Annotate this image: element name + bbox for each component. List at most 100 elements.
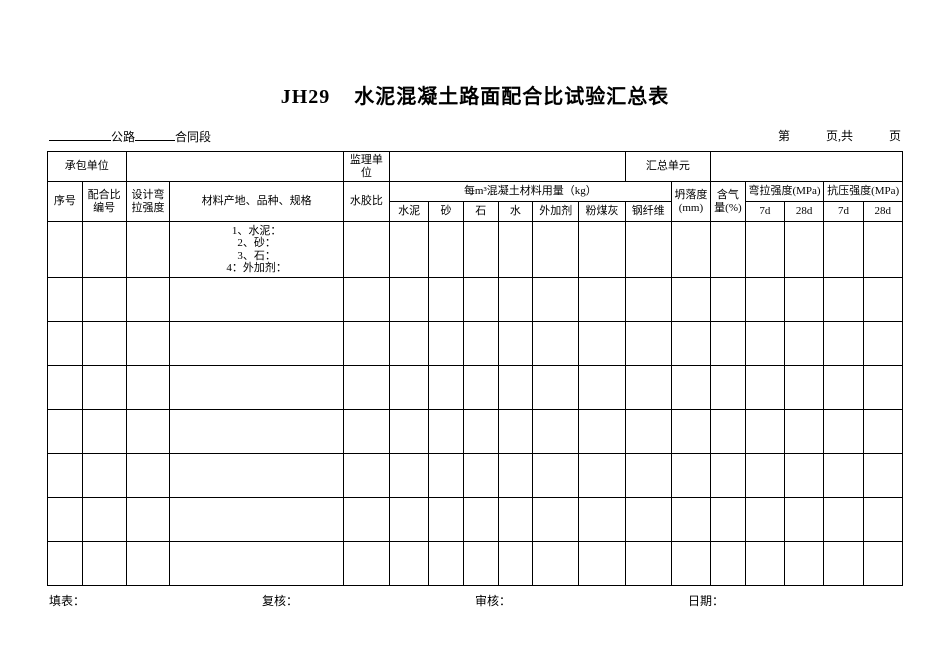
- cell: [429, 498, 464, 542]
- cell: [82, 278, 126, 322]
- cell: [48, 322, 83, 366]
- cell: [863, 222, 902, 278]
- cell: [625, 542, 671, 586]
- cell: [625, 322, 671, 366]
- meta-left: 公路 合同段: [49, 127, 211, 145]
- cell: [48, 278, 83, 322]
- cell: [82, 542, 126, 586]
- cell: [711, 542, 746, 586]
- cell: [625, 410, 671, 454]
- cell: [824, 542, 863, 586]
- page-title: JH29 水泥混凝土路面配合比试验汇总表: [47, 80, 903, 109]
- section-blank: [135, 127, 175, 141]
- summary-unit-label: 汇总单元: [625, 152, 710, 182]
- cell: [48, 366, 83, 410]
- cell: [126, 366, 170, 410]
- cell: [785, 366, 824, 410]
- cell: [498, 322, 533, 366]
- cell: [343, 322, 389, 366]
- cell: [533, 410, 579, 454]
- cell: [863, 542, 902, 586]
- cell: [785, 498, 824, 542]
- hdr-seq: 序号: [48, 182, 83, 222]
- cell: [429, 322, 464, 366]
- cell: [625, 222, 671, 278]
- footer-audit: 审核：: [475, 592, 688, 609]
- cell: [343, 366, 389, 410]
- hdr-steelfiber: 钢纤维: [625, 202, 671, 222]
- cell: [126, 222, 170, 278]
- cell: [48, 454, 83, 498]
- cell: [625, 498, 671, 542]
- cell: [82, 366, 126, 410]
- cell: [863, 278, 902, 322]
- cell: [785, 222, 824, 278]
- cell: [82, 454, 126, 498]
- cell: [170, 542, 343, 586]
- contractor-value: [126, 152, 343, 182]
- cell: [389, 542, 428, 586]
- hdr-comp-28d: 28d: [863, 202, 902, 222]
- cell: [498, 454, 533, 498]
- cell: [863, 366, 902, 410]
- cell: [170, 454, 343, 498]
- cell: [429, 410, 464, 454]
- cell: [343, 222, 389, 278]
- cell: [533, 278, 579, 322]
- hdr-stone: 石: [463, 202, 498, 222]
- form-title: 水泥混凝土路面配合比试验汇总表: [354, 86, 669, 108]
- cell: [463, 222, 498, 278]
- cell: [824, 454, 863, 498]
- cell: [863, 454, 902, 498]
- meta-right: 第 页,共 页: [778, 127, 901, 145]
- cell: [389, 410, 428, 454]
- table-row: [48, 542, 903, 586]
- cell: [463, 278, 498, 322]
- form-code: JH29: [281, 86, 331, 108]
- cell: [711, 222, 746, 278]
- cell: [671, 278, 710, 322]
- cell: [625, 278, 671, 322]
- page-suffix: 页: [889, 129, 901, 143]
- cell: [745, 454, 784, 498]
- cell: [48, 222, 83, 278]
- footer-row: 填表： 复核： 审核： 日期：: [47, 592, 903, 609]
- cell: [824, 410, 863, 454]
- cell: [785, 322, 824, 366]
- footer-date: 日期：: [688, 592, 901, 609]
- hdr-material: 材料产地、品种、规格: [170, 182, 343, 222]
- cell: [498, 498, 533, 542]
- cell: [863, 322, 902, 366]
- material-list-cell: 1、水泥： 2、砂： 3、石： 4：外加剂：: [170, 222, 343, 278]
- cell: [429, 278, 464, 322]
- road-label: 公路: [111, 128, 135, 145]
- cell: [343, 454, 389, 498]
- cell: [711, 410, 746, 454]
- footer-review: 复核：: [262, 592, 475, 609]
- hdr-flex-28d: 28d: [785, 202, 824, 222]
- cell: [82, 222, 126, 278]
- cell: [343, 498, 389, 542]
- cell: [579, 322, 625, 366]
- table-row: [48, 498, 903, 542]
- cell: [579, 366, 625, 410]
- cell: [824, 278, 863, 322]
- cell: [126, 498, 170, 542]
- cell: [579, 542, 625, 586]
- cell: [711, 454, 746, 498]
- cell: [671, 410, 710, 454]
- cell: [745, 278, 784, 322]
- cell: [533, 542, 579, 586]
- cell: [389, 278, 428, 322]
- cell: [579, 410, 625, 454]
- cell: [170, 498, 343, 542]
- cell: [82, 322, 126, 366]
- cell: [429, 366, 464, 410]
- cell: [82, 498, 126, 542]
- hdr-comp-group: 抗压强度(MPa): [824, 182, 903, 202]
- cell: [824, 322, 863, 366]
- cell: [343, 542, 389, 586]
- table-row: [48, 278, 903, 322]
- hdr-water: 水: [498, 202, 533, 222]
- cell: [745, 366, 784, 410]
